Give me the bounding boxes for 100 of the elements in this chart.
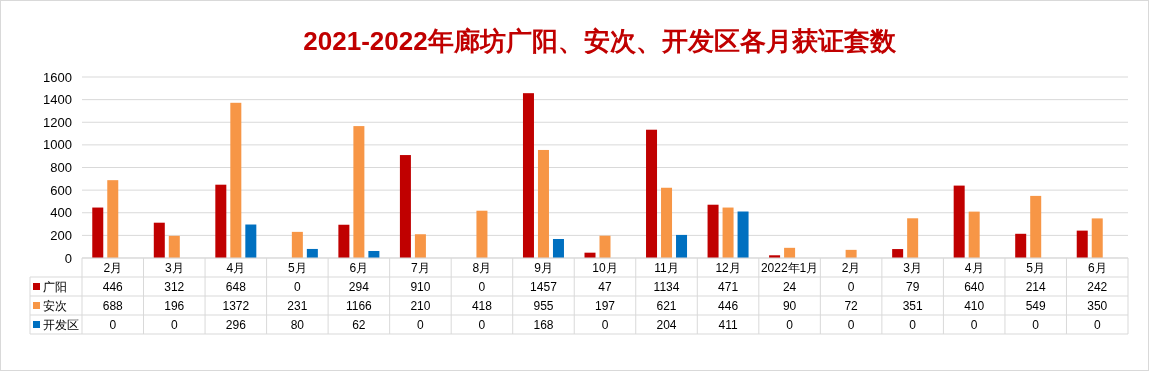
data-label: 90 xyxy=(782,298,797,313)
x-tick-label: 4月 xyxy=(226,260,246,275)
data-label: 351 xyxy=(902,298,923,313)
data-label: 418 xyxy=(471,298,493,313)
data-label: 0 xyxy=(109,317,117,332)
data-label: 471 xyxy=(718,279,739,294)
bar xyxy=(953,185,965,258)
x-tick-label: 6月 xyxy=(349,260,369,275)
bar xyxy=(1030,195,1042,258)
x-tick-label: 4月 xyxy=(964,260,984,275)
data-label: 411 xyxy=(718,317,738,332)
data-label: 168 xyxy=(533,317,554,332)
data-label: 0 xyxy=(909,317,917,332)
data-label: 446 xyxy=(718,298,739,313)
data-label: 640 xyxy=(964,279,985,294)
data-label: 80 xyxy=(290,317,305,332)
bar xyxy=(676,234,688,258)
data-label: 79 xyxy=(905,279,920,294)
data-label: 1457 xyxy=(530,279,558,294)
data-label: 549 xyxy=(1025,298,1047,313)
bar xyxy=(153,222,165,258)
bar xyxy=(414,234,426,258)
data-label: 294 xyxy=(348,279,370,294)
bar xyxy=(522,93,534,258)
data-label: 312 xyxy=(164,279,185,294)
bar xyxy=(907,218,919,258)
data-label: 47 xyxy=(598,279,612,294)
data-label: 0 xyxy=(601,317,609,332)
x-tick-label: 5月 xyxy=(1026,260,1046,275)
y-tick-label: 400 xyxy=(50,205,72,221)
bar xyxy=(599,235,611,258)
data-label: 688 xyxy=(102,298,124,313)
bar xyxy=(245,224,257,258)
data-label: 204 xyxy=(656,317,677,332)
bar xyxy=(168,235,180,258)
y-tick-label: 1200 xyxy=(43,114,72,130)
x-tick-label: 7月 xyxy=(411,260,430,275)
data-label: 648 xyxy=(225,279,247,294)
data-label: 1166 xyxy=(345,298,373,313)
data-label: 0 xyxy=(970,317,978,332)
x-tick-label: 5月 xyxy=(288,260,307,275)
x-tick-label: 11月 xyxy=(654,260,679,275)
legend-label: 安次 xyxy=(43,298,67,313)
y-tick-label: 200 xyxy=(50,227,72,243)
chart-title: 2021-2022年廊坊广阳、安次、开发区各月获证套数 xyxy=(303,26,897,56)
legend-label: 广阳 xyxy=(43,279,67,294)
data-label: 0 xyxy=(1032,317,1040,332)
data-label: 1372 xyxy=(222,298,250,313)
bar xyxy=(1091,218,1103,258)
data-label: 0 xyxy=(170,317,178,332)
y-tick-label: 800 xyxy=(50,160,72,176)
data-label: 72 xyxy=(844,298,859,313)
bar xyxy=(646,129,658,258)
data-label: 0 xyxy=(478,279,486,294)
bar xyxy=(107,180,119,258)
bar xyxy=(968,211,980,258)
bar xyxy=(707,204,719,258)
data-label: 0 xyxy=(847,279,855,294)
data-label: 197 xyxy=(594,298,616,313)
data-label: 242 xyxy=(1087,279,1108,294)
x-tick-label: 2月 xyxy=(103,260,123,275)
y-tick-label: 600 xyxy=(50,182,72,198)
bar xyxy=(1076,230,1088,258)
data-label: 0 xyxy=(478,317,486,332)
data-label: 0 xyxy=(786,317,794,332)
bar xyxy=(353,126,365,258)
x-tick-label: 3月 xyxy=(903,260,922,275)
data-label: 210 xyxy=(410,298,431,313)
bar xyxy=(737,211,749,258)
bar xyxy=(291,231,303,258)
x-tick-label: 3月 xyxy=(164,260,184,275)
bar xyxy=(230,102,242,258)
x-tick-label: 9月 xyxy=(534,260,553,275)
data-label: 196 xyxy=(164,298,185,313)
bar xyxy=(722,207,734,258)
bar xyxy=(1015,233,1027,258)
bar xyxy=(661,187,673,258)
y-tick-label: 0 xyxy=(64,250,72,266)
data-label: 0 xyxy=(417,317,425,332)
legend-label: 开发区 xyxy=(43,317,79,332)
data-label: 231 xyxy=(287,298,308,313)
data-label: 350 xyxy=(1087,298,1108,313)
data-label: 296 xyxy=(225,317,247,332)
bar xyxy=(537,149,549,258)
bar xyxy=(399,155,411,258)
x-tick-label: 10月 xyxy=(592,260,618,275)
data-label: 24 xyxy=(782,279,797,294)
bar xyxy=(476,210,488,258)
data-label: 62 xyxy=(352,317,366,332)
data-label: 0 xyxy=(847,317,855,332)
x-tick-label: 8月 xyxy=(472,260,492,275)
data-label: 1134 xyxy=(653,279,680,294)
data-label: 0 xyxy=(294,279,302,294)
bar xyxy=(215,184,227,258)
x-tick-label: 2022年1月 xyxy=(760,260,819,275)
bar xyxy=(892,249,904,258)
y-tick-label: 1400 xyxy=(43,92,72,108)
bar xyxy=(338,224,350,258)
data-label: 910 xyxy=(410,279,431,294)
data-label: 0 xyxy=(1093,317,1101,332)
